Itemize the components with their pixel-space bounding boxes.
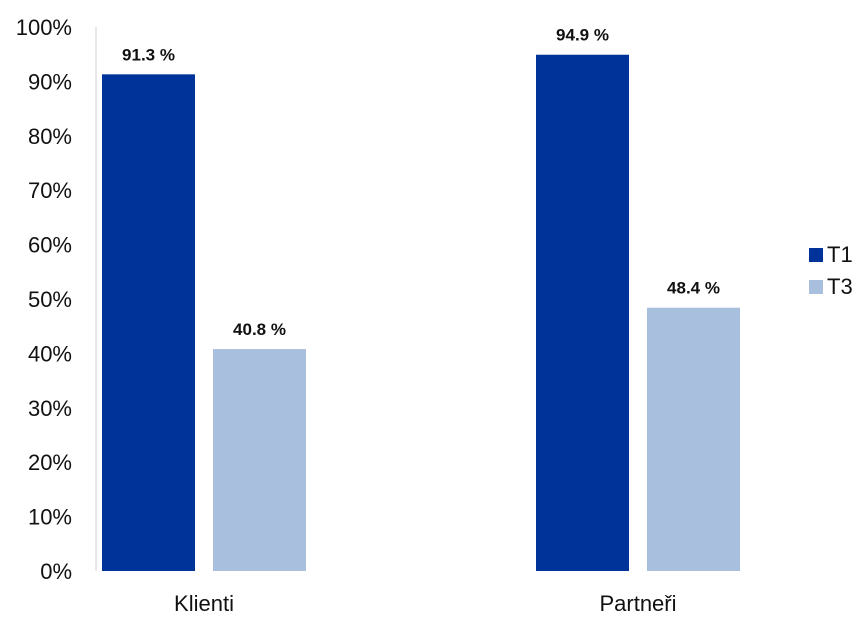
y-tick-label: 80% bbox=[28, 124, 72, 149]
data-label: 40.8 % bbox=[233, 320, 286, 339]
legend-swatch-t3 bbox=[809, 280, 823, 294]
y-tick-label: 30% bbox=[28, 396, 72, 421]
x-category-label: Klienti bbox=[174, 591, 234, 616]
data-label: 91.3 % bbox=[122, 45, 175, 64]
bar-t3-partneři bbox=[647, 307, 740, 571]
bar-t1-klienti bbox=[102, 74, 195, 571]
y-tick-label: 60% bbox=[28, 233, 72, 258]
y-tick-label: 20% bbox=[28, 450, 72, 475]
y-tick-label: 70% bbox=[28, 178, 72, 203]
y-tick-label: 100% bbox=[16, 15, 72, 40]
bar-t1-partneři bbox=[536, 54, 629, 571]
data-label: 48.4 % bbox=[667, 279, 720, 298]
data-label: 94.9 % bbox=[556, 26, 609, 45]
y-tick-label: 90% bbox=[28, 69, 72, 94]
data-labels: 91.3 % 40.8 % 94.9 % 48.4 % bbox=[122, 26, 720, 339]
x-axis: Klienti Partneři bbox=[174, 591, 676, 616]
bar-t3-klienti bbox=[213, 349, 306, 571]
y-tick-label: 40% bbox=[28, 341, 72, 366]
x-category-label: Partneři bbox=[599, 591, 676, 616]
legend-label-t3: T3 bbox=[827, 274, 853, 299]
legend-swatch-t1 bbox=[809, 248, 823, 262]
bars bbox=[102, 54, 740, 571]
y-axis: 0% 10% 20% 30% 40% 50% 60% 70% 80% 90% 100% bbox=[16, 15, 97, 584]
y-tick-label: 50% bbox=[28, 287, 72, 312]
legend-label-t1: T1 bbox=[827, 242, 853, 267]
y-tick-label: 10% bbox=[28, 505, 72, 530]
y-tick-label: 0% bbox=[40, 559, 72, 584]
